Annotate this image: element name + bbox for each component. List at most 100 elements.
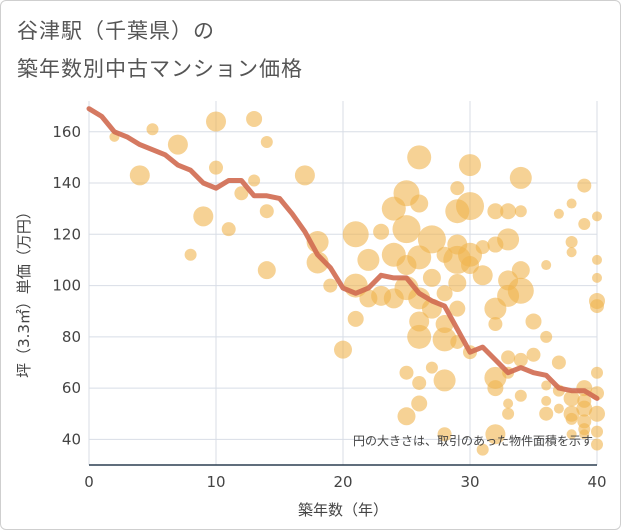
data-point [551,355,566,370]
data-point [234,186,249,201]
data-point [129,165,150,186]
data-point [526,347,541,362]
data-point [397,407,416,426]
data-point [514,205,527,218]
x-axis-label: 築年数（年） [298,501,388,519]
data-point [500,203,517,220]
data-point [475,240,490,255]
data-point [294,165,315,186]
data-point [193,206,214,227]
data-point [513,352,528,367]
y-tick-label: 120 [52,225,81,243]
data-point [541,380,552,391]
data-point [450,181,465,196]
data-point [456,192,484,221]
data-point [541,395,552,406]
data-point [501,350,516,365]
data-point [221,222,236,237]
data-point [184,248,197,261]
chart-title-line2: 築年数別中古マンション価格 [17,57,303,81]
data-point [411,395,428,412]
data-point [578,218,591,231]
data-point [461,256,479,275]
data-point [503,398,514,409]
x-tick-label: 40 [587,473,606,491]
data-point [437,427,452,442]
data-point [539,406,554,421]
data-point [347,310,364,327]
data-point [553,403,564,414]
data-point [146,123,159,136]
data-point [541,260,552,271]
data-point [565,235,578,248]
data-point [206,111,226,132]
data-point [592,272,602,283]
y-axis-label: 坪（3.3㎡）単価（万円） [15,204,33,378]
data-point [502,407,515,420]
y-tick-label: 40 [62,430,81,448]
data-point [487,380,504,397]
data-point [407,145,432,170]
data-point [563,390,580,407]
data-point [476,443,489,456]
data-point [425,361,438,374]
data-point [507,277,534,304]
data-point [590,299,604,314]
data-point [260,136,273,149]
bubble-size-note: 円の大きさは、取引のあった物件面積を示す [353,433,593,448]
data-point [566,247,577,258]
data-point [459,154,481,177]
data-point [592,254,602,265]
data-point [553,208,564,219]
x-tick-label: 20 [333,473,352,491]
data-point [591,425,603,438]
y-tick-labels: 40 60 80 100 120 140 160 [52,123,81,449]
data-point [342,221,369,248]
y-tick-label: 140 [52,174,81,192]
data-point [417,225,446,254]
data-point [257,261,276,280]
chart-title-line1: 谷津駅（千葉県）の [17,19,215,43]
data-point [433,369,456,392]
data-point [472,265,493,286]
data-point [540,330,553,343]
data-point [525,313,542,330]
x-tick-label: 10 [206,473,225,491]
data-point [259,204,274,219]
bubble-layer [109,110,605,456]
y-tick-label: 100 [52,277,81,295]
data-point [448,274,467,292]
data-point [432,327,457,352]
y-tick-label: 60 [62,379,81,397]
data-point [323,278,338,293]
data-point [514,389,527,402]
data-point [334,340,352,359]
data-point [565,412,578,425]
x-tick-label: 30 [460,473,479,491]
data-point [449,300,466,317]
data-point [576,400,593,417]
data-point [399,365,414,380]
data-point [488,317,503,332]
data-point [422,268,441,287]
data-point [566,198,577,209]
data-point [511,261,530,280]
x-tick-labels: 0 10 20 30 40 [84,473,606,491]
data-point [209,160,223,175]
data-point [566,429,577,440]
data-point [589,405,605,422]
y-tick-label: 160 [52,123,81,141]
data-point [579,429,590,440]
data-point [591,366,603,379]
data-point [357,248,380,271]
data-point [248,174,261,187]
data-point [407,324,432,349]
data-point [497,228,520,251]
data-point [487,203,504,220]
trend-line [86,106,600,401]
data-point [392,215,421,244]
data-point [592,211,602,222]
data-point [412,375,427,390]
